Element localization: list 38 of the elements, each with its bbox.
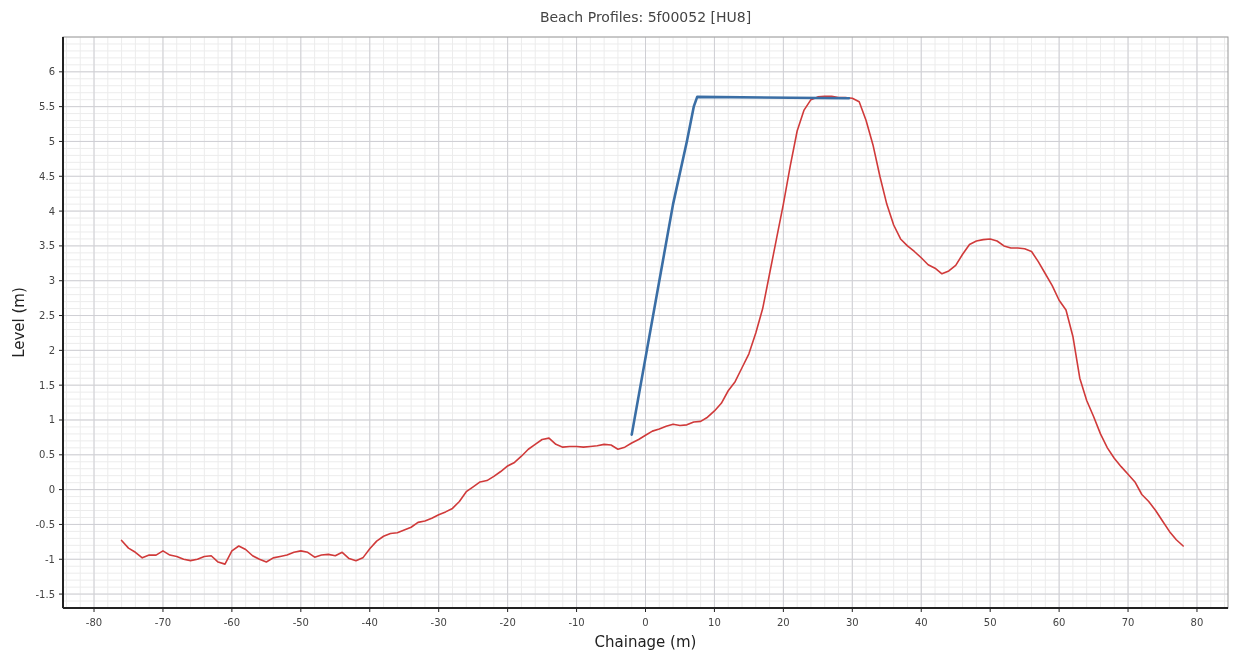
x-tick-label: 80 (1190, 617, 1204, 628)
x-tick-label: -20 (499, 617, 516, 628)
x-tick-label: -60 (223, 617, 241, 628)
x-tick-label: 0 (642, 617, 649, 628)
line-series (120, 95, 1184, 565)
line-series (630, 95, 851, 436)
x-tick-label: 50 (983, 617, 997, 628)
x-tick-label: -70 (154, 617, 172, 628)
x-tick-label: -10 (568, 617, 585, 628)
x-tick-label: 30 (845, 617, 859, 628)
y-tick-label: 2 (48, 344, 55, 356)
y-tick-label: 2.5 (39, 310, 55, 322)
y-tick-label: 0 (48, 484, 55, 496)
y-axis-title: Level (m) (10, 287, 28, 358)
x-tick-label: 40 (914, 617, 928, 628)
y-tick-label: -1.5 (35, 588, 55, 600)
y-tick-label: 0.5 (39, 449, 55, 461)
chart-title: Beach Profiles: 5f00052 [HU8] (539, 9, 752, 25)
y-tick-label: 5.5 (39, 101, 55, 113)
y-tick-label: 5 (48, 135, 55, 147)
x-tick-label: -30 (430, 617, 447, 628)
x-tick-label: 70 (1121, 617, 1135, 628)
x-axis-title: Chainage (m) (594, 633, 697, 651)
y-tick-label: 3 (48, 275, 55, 287)
y-tick-label: 4.5 (39, 170, 55, 182)
y-tick-label: 4 (48, 205, 55, 217)
x-tick-label: 20 (777, 617, 790, 628)
x-tick-label: 60 (1052, 617, 1066, 628)
y-tick-label: 6 (48, 66, 55, 78)
y-tick-label: 1.5 (39, 379, 55, 391)
y-tick-label: 1 (48, 414, 55, 426)
y-tick-label: 3.5 (39, 240, 55, 252)
y-tick-label: -1 (45, 553, 55, 565)
x-tick-label: -80 (85, 617, 103, 628)
x-tick-label: 10 (708, 617, 721, 628)
x-tick-label: -40 (361, 617, 378, 628)
y-tick-label: -0.5 (35, 518, 55, 530)
x-tick-label: -50 (292, 617, 309, 628)
